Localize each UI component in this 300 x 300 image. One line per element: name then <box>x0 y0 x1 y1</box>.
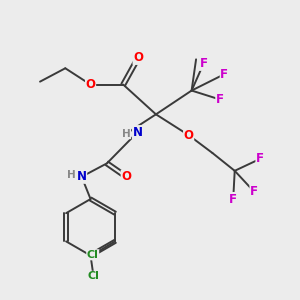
Text: O: O <box>184 129 194 142</box>
Text: Cl: Cl <box>88 271 100 281</box>
Text: N: N <box>133 126 142 139</box>
Text: F: F <box>220 68 228 81</box>
Text: F: F <box>250 185 258 198</box>
Text: F: F <box>216 93 224 106</box>
Text: H: H <box>67 170 76 180</box>
Text: F: F <box>229 193 237 206</box>
Text: F: F <box>200 57 208 70</box>
Text: H: H <box>122 129 130 139</box>
Text: Cl: Cl <box>87 250 99 260</box>
Text: N: N <box>76 170 87 183</box>
Text: O: O <box>133 51 143 64</box>
Text: O: O <box>85 78 96 91</box>
Text: F: F <box>256 152 264 165</box>
Text: O: O <box>121 170 131 183</box>
